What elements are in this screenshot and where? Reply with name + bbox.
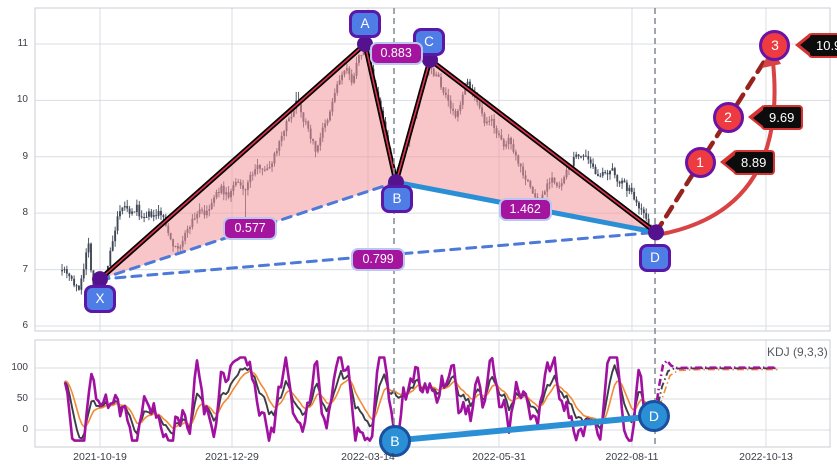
fib-ratio-label-xb: 0.577 — [223, 217, 277, 241]
price-tag-target-1: 8.89 — [719, 150, 776, 176]
pattern-fill — [100, 43, 656, 280]
target-circle-3[interactable]: 3 — [759, 29, 791, 61]
fib-ratio-label-ac: 0.883 — [369, 42, 423, 66]
reference-vlines — [393, 8, 656, 447]
fib-ratio-label-bd: 1.462 — [498, 197, 552, 221]
main-panel-border — [34, 7, 831, 332]
date-axis-tick-label: 2021-12-29 — [205, 451, 259, 463]
price-tag-text: 9.69 — [769, 110, 795, 126]
price-tag-target-2: 9.69 — [747, 105, 804, 131]
pattern-point-dot[interactable] — [357, 35, 374, 52]
price-axis-tick-label: 7 — [22, 263, 28, 275]
projection-path — [653, 46, 775, 235]
price-tag-target-3: 10.98 — [795, 32, 837, 58]
pattern-point-dot[interactable] — [92, 271, 109, 288]
target-circle-2[interactable]: 2 — [712, 102, 744, 134]
price-tag-text: 8.89 — [741, 155, 767, 171]
kdj-marker-b[interactable]: B — [378, 424, 411, 457]
projection-arc-arrow — [659, 46, 781, 237]
date-axis-tick-label: 2021-10-19 — [73, 451, 127, 463]
pattern-point-badge-a[interactable]: A — [349, 9, 381, 38]
price-axis-tick-label: 10 — [16, 94, 28, 106]
price-axis-tick-label: 8 — [22, 207, 28, 219]
fib-ratio-label-xd: 0.799 — [351, 248, 405, 272]
pattern-point-dot[interactable] — [647, 224, 664, 241]
price-axis-tick-label: 11 — [17, 37, 28, 49]
kdj-indicator-label: KDJ (9,3,3) — [767, 345, 828, 359]
target-circle-1[interactable]: 1 — [684, 147, 716, 179]
kdj-axis-tick-label: 50 — [16, 393, 28, 405]
price-axis-tick-label: 6 — [22, 319, 28, 331]
pattern-point-badge-b[interactable]: B — [381, 185, 413, 214]
date-axis-tick-label: 2022-08-11 — [605, 451, 659, 463]
kdj-marker-d[interactable]: D — [637, 400, 670, 433]
pattern-point-badge-d[interactable]: D — [638, 244, 671, 273]
price-tag-text: 10.98 — [815, 37, 837, 53]
kdj-lines — [63, 356, 657, 442]
date-axis-tick-label: 2022-05-31 — [472, 451, 526, 463]
price-axis-tick-label: 9 — [22, 150, 28, 162]
pattern-legs — [97, 41, 659, 282]
kdj-axis-tick-label: 0 — [22, 424, 28, 435]
pattern-point-dot[interactable] — [422, 51, 439, 68]
kdj-axis-tick-label: 100 — [11, 362, 28, 374]
kdj-panel-border — [34, 339, 831, 448]
date-axis-tick-label: 2022-10-13 — [739, 451, 793, 463]
date-axis-tick-label: 2022-03-14 — [341, 451, 395, 463]
kdj-bd-connector — [391, 413, 657, 444]
kdj-forecast-lines — [653, 358, 778, 421]
pattern-point-badge-x[interactable]: X — [84, 285, 117, 314]
